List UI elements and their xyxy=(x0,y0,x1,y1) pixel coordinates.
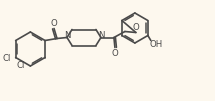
Text: N: N xyxy=(64,31,70,39)
Text: OH: OH xyxy=(149,40,163,49)
Text: Cl: Cl xyxy=(2,54,11,63)
Text: O: O xyxy=(132,23,139,32)
Text: Cl: Cl xyxy=(17,60,25,69)
Text: O: O xyxy=(51,18,57,27)
Text: N: N xyxy=(98,31,104,39)
Text: O: O xyxy=(112,48,118,57)
